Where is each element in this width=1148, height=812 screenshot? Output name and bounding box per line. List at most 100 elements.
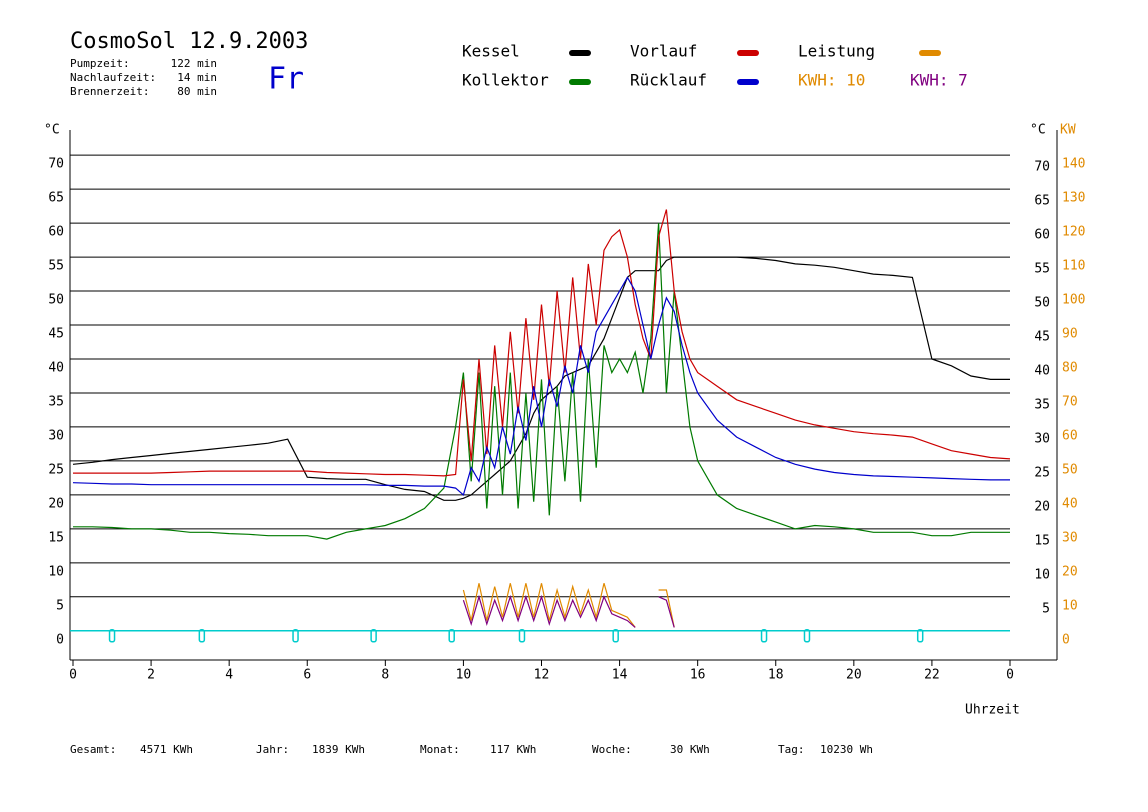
- y-tick-label: 55: [48, 259, 64, 274]
- y2-tick-label: 110: [1062, 259, 1085, 274]
- y-right-tick-label: 10: [1034, 567, 1050, 582]
- x-tick-label: 6: [303, 668, 311, 683]
- y2-tick-label: 130: [1062, 191, 1085, 206]
- y2-tick-label: 10: [1062, 598, 1078, 613]
- y-axis-label: °C: [44, 123, 60, 138]
- series-line: [72, 256, 1010, 501]
- y2-tick-label: 100: [1062, 293, 1085, 308]
- x-tick-label: 10: [456, 668, 472, 683]
- legend-label: Vorlauf: [630, 42, 697, 61]
- x-tick-label: 8: [381, 668, 389, 683]
- pump-marker: [803, 629, 811, 643]
- y-right-tick-label: 50: [1034, 296, 1050, 311]
- series-line: [462, 594, 675, 628]
- legend-label: Kollektor: [462, 71, 549, 90]
- x-tick-label: 20: [846, 668, 862, 683]
- y-tick-label: 25: [48, 462, 64, 477]
- x-tick-label: 14: [612, 668, 628, 683]
- pump-marker: [518, 629, 526, 643]
- weekday: Fr: [268, 62, 304, 97]
- y-right-tick-label: 40: [1034, 363, 1050, 378]
- pump-marker: [612, 629, 619, 643]
- footer-label: Monat:: [420, 743, 460, 756]
- x-tick-label: 22: [924, 668, 940, 683]
- y-tick-label: 70: [48, 157, 64, 172]
- pump-marker: [760, 629, 768, 643]
- series-line: [72, 276, 1010, 496]
- y-tick-label: 65: [48, 191, 64, 206]
- y-tick-label: 50: [48, 293, 64, 308]
- footer-value: 117 KWh: [490, 743, 536, 756]
- y-tick-label: 5: [56, 598, 64, 613]
- y2-tick-label: 70: [1062, 394, 1078, 409]
- footer-label: Tag:: [778, 743, 805, 756]
- footer-label: Jahr:: [256, 743, 289, 756]
- y-tick-label: 60: [48, 225, 64, 240]
- y2-tick-label: 120: [1062, 225, 1085, 240]
- y-tick-label: 10: [48, 564, 64, 579]
- x-tick-label: 4: [225, 668, 233, 683]
- y2-tick-label: 20: [1062, 564, 1078, 579]
- y2-tick-label: 50: [1062, 462, 1078, 477]
- pump-marker: [108, 629, 116, 643]
- info-value: 80 min: [177, 85, 217, 98]
- y-tick-label: 15: [48, 530, 64, 545]
- legend-label: Rücklauf: [630, 71, 707, 90]
- footer-label: Gesamt:: [70, 743, 116, 756]
- info-label: Pumpzeit:: [70, 57, 130, 70]
- y-tick-label: 35: [48, 394, 64, 409]
- y2-tick-label: 90: [1062, 327, 1078, 342]
- y-right-tick-label: 70: [1034, 160, 1050, 175]
- footer-value: 10230 Wh: [820, 743, 873, 756]
- chart-title: CosmoSol 12.9.2003: [70, 29, 308, 54]
- x-tick-label: 0: [1006, 668, 1014, 683]
- y-tick-label: 40: [48, 360, 64, 375]
- y-tick-label: 0: [56, 632, 64, 647]
- x-tick-label: 0: [69, 668, 77, 683]
- series-line: [73, 223, 1010, 540]
- y-tick-label: 20: [48, 496, 64, 511]
- pump-marker: [198, 629, 206, 643]
- y-right-tick-label: 20: [1034, 499, 1050, 514]
- x-tick-label: 12: [534, 668, 550, 683]
- legend-label: Kessel: [462, 42, 520, 61]
- pump-marker: [448, 629, 455, 643]
- y2-tick-label: 140: [1062, 157, 1085, 172]
- y-right-tick-label: 55: [1034, 262, 1050, 277]
- legend-label: Leistung: [798, 42, 875, 61]
- y-right-tick-label: 60: [1034, 228, 1050, 243]
- y-right-tick-label: 25: [1034, 465, 1050, 480]
- y2-tick-label: 80: [1062, 360, 1078, 375]
- y-right-tick-label: 35: [1034, 397, 1050, 412]
- y-tick-label: 30: [48, 428, 64, 443]
- y2-tick-label: 30: [1062, 530, 1078, 545]
- y2-tick-label: 40: [1062, 496, 1078, 511]
- y-right-tick-label: 45: [1034, 330, 1050, 345]
- y2-tick-label: 60: [1062, 428, 1078, 443]
- pump-marker: [370, 629, 377, 643]
- y-right-tick-label: 5: [1042, 601, 1050, 616]
- y2-axis-label: KW: [1060, 123, 1076, 138]
- pump-marker: [292, 629, 299, 643]
- y2-axis-label-c: °C: [1030, 123, 1046, 138]
- footer-value: 4571 KWh: [140, 743, 193, 756]
- info-label: Nachlaufzeit:: [70, 71, 156, 84]
- y-tick-label: 45: [48, 327, 64, 342]
- footer-label: Woche:: [592, 743, 632, 756]
- kwh-label: KWH: 7: [910, 71, 968, 90]
- y-right-tick-label: 15: [1034, 533, 1050, 548]
- y-right-tick-label: 30: [1034, 431, 1050, 446]
- info-value: 122 min: [171, 57, 217, 70]
- x-axis-label: Uhrzeit: [965, 703, 1020, 718]
- pump-marker: [916, 629, 924, 643]
- series-line: [73, 209, 1011, 477]
- y2-tick-label: 0: [1062, 632, 1070, 647]
- series-line: [462, 583, 675, 628]
- footer-value: 1839 KWh: [312, 743, 365, 756]
- info-value: 14 min: [177, 71, 217, 84]
- info-label: Brennerzeit:: [70, 85, 149, 98]
- x-tick-label: 16: [690, 668, 706, 683]
- y-right-tick-label: 65: [1034, 194, 1050, 209]
